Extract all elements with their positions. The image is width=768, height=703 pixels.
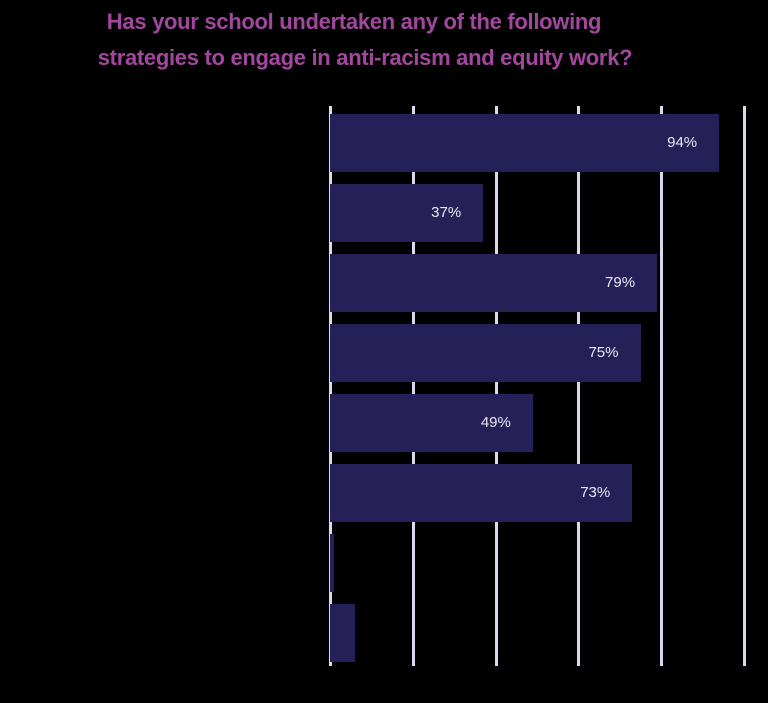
bar-value-label: 37% — [431, 204, 462, 221]
gridline-80 — [660, 106, 664, 666]
bar-2: 37% — [330, 184, 484, 242]
gridline-100 — [743, 106, 746, 666]
bar-6: 73% — [330, 464, 633, 522]
gridline-20 — [411, 106, 415, 666]
bar-value-label: 73% — [580, 484, 611, 501]
gridline-60 — [577, 106, 581, 666]
chart-title: Has your school undertaken any of the fo… — [0, 4, 768, 76]
bar-7 — [330, 534, 335, 592]
bar-1: 94% — [330, 114, 720, 172]
bar-value-label: 94% — [667, 134, 698, 151]
bar-5: 49% — [330, 394, 533, 452]
bar-4: 75% — [330, 324, 641, 382]
chart-title-line-2: strategies to engage in anti-racism and … — [97, 45, 633, 70]
bar-value-label: 75% — [588, 344, 619, 361]
plot-area: 94% 37% 79% 75% 49% 73% — [329, 106, 746, 666]
bar-value-label: 49% — [480, 414, 511, 431]
chart-title-line-1: Has your school undertaken any of the fo… — [106, 9, 602, 34]
gridline-0 — [329, 106, 332, 666]
bar-value-label: 79% — [605, 274, 636, 291]
gridline-40 — [494, 106, 498, 666]
bar-8 — [330, 604, 355, 662]
bar-3: 79% — [330, 254, 658, 312]
